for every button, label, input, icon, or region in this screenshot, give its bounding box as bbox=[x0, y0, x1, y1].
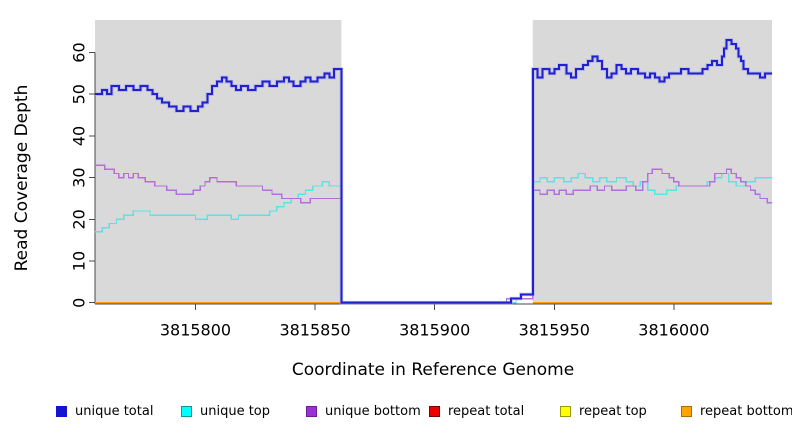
y-tick-label: 10 bbox=[70, 251, 89, 271]
y-tick-label: 50 bbox=[70, 84, 89, 104]
series-unique-bottom bbox=[95, 164, 772, 304]
x-tick-label: 3815950 bbox=[519, 321, 590, 340]
x-axis-title: Coordinate in Reference Genome bbox=[291, 360, 575, 380]
series-unique-total bbox=[95, 39, 772, 304]
y-tick-label: 40 bbox=[70, 126, 89, 146]
y-tick-label: 30 bbox=[70, 167, 89, 187]
x-tick-label: 3815900 bbox=[399, 321, 470, 340]
gap-region bbox=[341, 20, 533, 304]
x-tick-label: 3815850 bbox=[279, 321, 350, 340]
series-unique-top bbox=[95, 172, 772, 304]
y-axis-title: Read Coverage Depth bbox=[12, 84, 32, 272]
x-tick-label: 3816000 bbox=[638, 321, 709, 340]
y-tick-label: 20 bbox=[70, 209, 89, 229]
x-tick-label: 3815800 bbox=[160, 321, 231, 340]
y-tick-label: 0 bbox=[70, 298, 89, 308]
y-tick-label: 60 bbox=[70, 42, 89, 62]
